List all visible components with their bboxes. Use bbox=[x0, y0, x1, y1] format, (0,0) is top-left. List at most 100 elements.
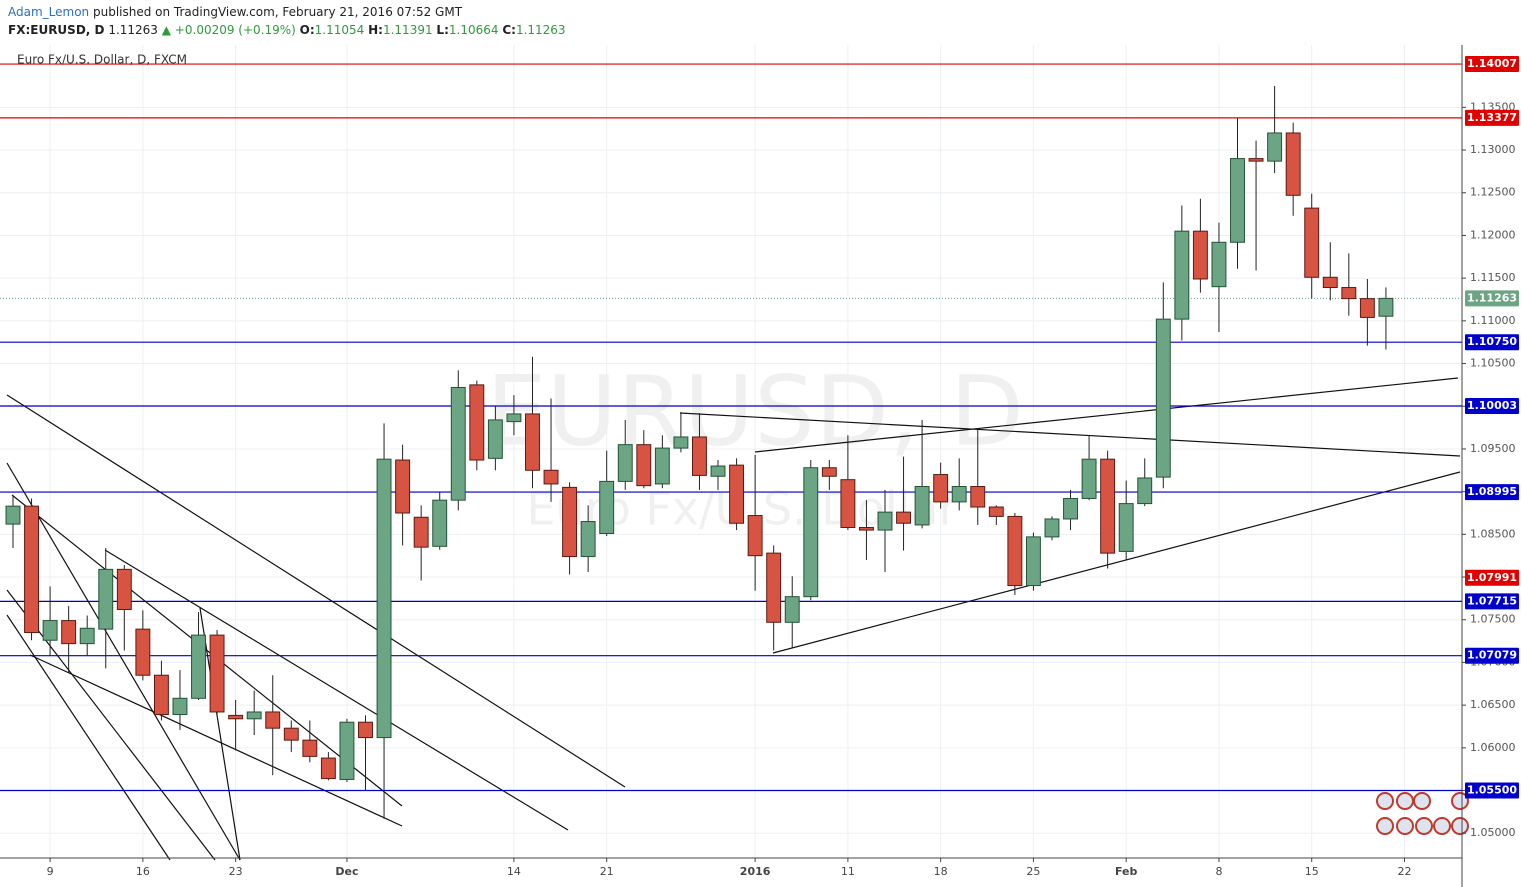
candle-body bbox=[24, 505, 39, 634]
ohlc-value: 1.11054 bbox=[314, 23, 365, 37]
candle-body bbox=[228, 714, 244, 720]
y-tick-label: 1.12000 bbox=[1470, 228, 1516, 241]
price-label: 1.08995 bbox=[1467, 485, 1517, 498]
candle-body bbox=[654, 447, 670, 485]
candle-body bbox=[599, 480, 615, 534]
candle-body bbox=[191, 634, 206, 699]
price-axis bbox=[1462, 45, 1522, 887]
candle-body bbox=[358, 721, 373, 739]
trend-line bbox=[199, 607, 241, 861]
candle-body bbox=[432, 499, 448, 547]
candle-body bbox=[1174, 230, 1190, 320]
candle-body bbox=[116, 568, 132, 610]
price-label: 1.07715 bbox=[1467, 594, 1517, 607]
candle-body bbox=[246, 711, 262, 720]
y-tick-label: 1.07500 bbox=[1470, 613, 1516, 626]
candle-body bbox=[302, 739, 318, 757]
ohlc-value: 1.10664 bbox=[448, 23, 499, 37]
published: published on TradingView.com, February 2… bbox=[92, 5, 463, 19]
y-tick-label: 1.06500 bbox=[1470, 698, 1516, 711]
candle-body bbox=[320, 757, 336, 780]
candle-body bbox=[692, 436, 707, 476]
price-label-bg bbox=[1465, 647, 1519, 664]
candle-body bbox=[803, 467, 819, 598]
candle-body bbox=[988, 506, 1004, 517]
candle-body bbox=[1322, 276, 1338, 289]
price-label-bg bbox=[1465, 569, 1519, 586]
price-label-bg bbox=[1465, 593, 1519, 610]
price-label: 1.11263 bbox=[1467, 291, 1517, 304]
candle-body bbox=[79, 627, 95, 645]
candle-body bbox=[729, 464, 745, 524]
candle-body bbox=[1155, 318, 1171, 478]
price-label: 1.07079 bbox=[1467, 649, 1517, 662]
candle-body bbox=[172, 697, 188, 716]
price-label-bg bbox=[1465, 109, 1519, 126]
candle-body bbox=[914, 486, 930, 526]
price-label: 1.14007 bbox=[1467, 57, 1517, 70]
event-icons bbox=[1376, 792, 1469, 835]
x-tick-label: 2016 bbox=[740, 865, 771, 878]
candle-body bbox=[1025, 536, 1041, 587]
x-tick-label: 25 bbox=[1026, 865, 1040, 878]
x-tick-label: 9 bbox=[47, 865, 54, 878]
x-tick-label: Dec bbox=[335, 865, 358, 878]
candle-body bbox=[5, 505, 21, 525]
x-tick-label: 18 bbox=[934, 865, 948, 878]
candle-body bbox=[376, 458, 392, 739]
x-tick-label: 23 bbox=[229, 865, 243, 878]
candle-body bbox=[1081, 458, 1097, 499]
price-label: 1.13377 bbox=[1467, 111, 1517, 124]
chart-title: Euro Fx/U.S. Dollar, D, FXCM bbox=[17, 53, 187, 67]
y-tick-label: 1.11500 bbox=[1470, 271, 1516, 284]
candle-body bbox=[784, 596, 800, 623]
trend-line bbox=[6, 394, 626, 788]
ohlc-key: H: bbox=[368, 23, 383, 37]
candle-body bbox=[1378, 297, 1394, 317]
candle-body bbox=[636, 444, 652, 487]
candle-body bbox=[1211, 241, 1227, 288]
candle-body bbox=[265, 711, 281, 729]
trend-line bbox=[104, 549, 569, 831]
price-label-bg bbox=[1465, 290, 1519, 307]
candle-body bbox=[413, 516, 429, 548]
y-tick-label: 1.08500 bbox=[1470, 527, 1516, 540]
candle-body bbox=[580, 521, 596, 558]
candle-body bbox=[896, 511, 912, 524]
candle-body bbox=[1248, 158, 1264, 162]
price-label: 1.10003 bbox=[1467, 399, 1517, 412]
candle-body bbox=[821, 467, 837, 477]
candle-body bbox=[1100, 458, 1116, 554]
candle-body bbox=[42, 620, 58, 641]
candle-body bbox=[1304, 207, 1320, 278]
candle-body bbox=[135, 628, 151, 676]
symbol: FX:EURUSD, D bbox=[8, 23, 105, 37]
candle-body bbox=[970, 486, 986, 508]
candle-body bbox=[543, 469, 559, 485]
candle-body bbox=[1285, 132, 1301, 196]
header: Adam_Lemon published on TradingView.com,… bbox=[8, 3, 566, 39]
candle-body bbox=[1063, 497, 1078, 520]
candle-body bbox=[395, 459, 411, 514]
candle-body bbox=[1192, 230, 1208, 280]
candle-body bbox=[562, 486, 578, 558]
candle-body bbox=[339, 721, 355, 780]
trend-line bbox=[6, 589, 216, 861]
candle-body bbox=[61, 620, 77, 645]
candle-body bbox=[1044, 518, 1060, 538]
x-tick-label: 22 bbox=[1397, 865, 1411, 878]
author[interactable]: Adam_Lemon bbox=[8, 5, 90, 19]
x-tick-label: 15 bbox=[1305, 865, 1319, 878]
ohlc-value: 1.11263 bbox=[515, 23, 566, 37]
candle-body bbox=[1118, 503, 1134, 552]
candle-body bbox=[1359, 298, 1375, 318]
candle-body bbox=[673, 436, 689, 449]
candle-body bbox=[840, 479, 856, 529]
trend-line bbox=[6, 462, 241, 861]
x-tick-label: 16 bbox=[136, 865, 150, 878]
candle-body bbox=[98, 568, 114, 630]
candle-body bbox=[1267, 132, 1283, 162]
last: 1.11263 bbox=[108, 23, 158, 37]
